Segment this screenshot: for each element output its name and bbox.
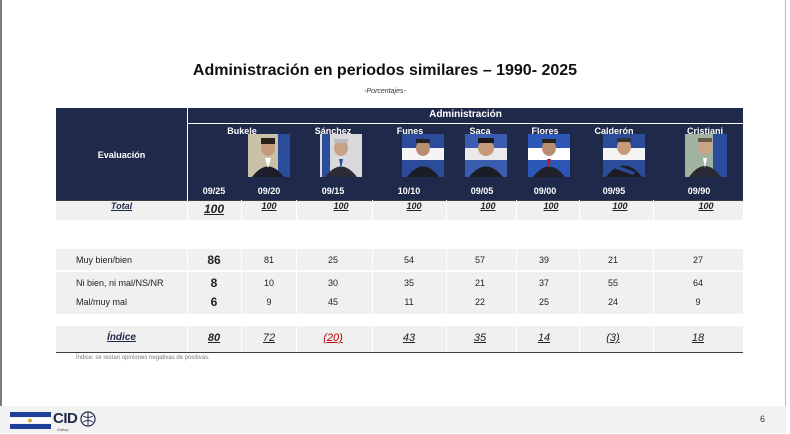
mal-cell: 9 (695, 297, 701, 307)
muy-bien-cell: 39 (538, 255, 549, 265)
mal-cell: 6 (210, 295, 218, 309)
cid-logo-subtext: Gallup (57, 427, 69, 432)
president-name-calderon: Calderón (594, 126, 634, 136)
page-number: 6 (760, 414, 766, 424)
col-sep-7 (579, 200, 580, 352)
row-label-mal: Mal/muy mal (76, 297, 128, 307)
portrait-cristiani (685, 134, 727, 177)
total-cell: 100 (612, 201, 628, 211)
total-cell: 100 (261, 201, 277, 211)
president-name-saca: Saca (469, 126, 491, 136)
portrait-bukele (248, 134, 290, 177)
row-bg-muy-bien (56, 249, 743, 270)
period-cristiani: 09/90 (687, 186, 711, 196)
slide-subtitle: -Porcentajes- (364, 88, 406, 95)
row-bg-mal (56, 293, 743, 314)
period-funes: 10/10 (397, 186, 421, 196)
portrait-calderon (603, 134, 645, 177)
indice-cell: 72 (262, 332, 276, 344)
ni-bien-cell: 21 (474, 278, 485, 288)
row-bg-indice (56, 326, 743, 352)
mal-cell: 25 (538, 297, 549, 307)
portrait-saca (465, 134, 507, 177)
portrait-sanchez (320, 134, 362, 177)
col-sep-4 (372, 200, 373, 352)
row-label-ni-bien: Ni bien, ni mal/NS/NR (76, 278, 164, 288)
president-name-flores: Flores (531, 126, 559, 136)
mal-cell: 22 (474, 297, 485, 307)
ni-bien-cell: 30 (327, 278, 338, 288)
col-sep-6 (516, 200, 517, 352)
mal-cell: 24 (607, 297, 618, 307)
president-name-sanchez: Sánchez (314, 126, 352, 136)
col-sep-2 (241, 200, 242, 352)
period-saca: 09/05 (470, 186, 494, 196)
indice-cell: 18 (691, 332, 705, 344)
header-administracion: Administración (429, 109, 502, 120)
muy-bien-cell: 21 (607, 255, 618, 265)
muy-bien-cell: 57 (474, 255, 485, 265)
slide-footer (0, 406, 786, 433)
muy-bien-cell: 54 (403, 255, 414, 265)
total-cell: 100 (698, 201, 714, 211)
ni-bien-cell: 8 (210, 276, 218, 290)
portrait-funes (402, 134, 444, 177)
indice-cell-negative: (20) (323, 332, 343, 344)
col-sep-3 (296, 200, 297, 352)
row-bg-total (56, 200, 743, 220)
muy-bien-cell: 86 (207, 253, 221, 267)
period-calderon: 09/95 (602, 186, 626, 196)
ni-bien-cell: 64 (692, 278, 703, 288)
period-flores: 09/00 (533, 186, 557, 196)
ni-bien-cell: 35 (403, 278, 414, 288)
period-bukele-2025: 09/25 (202, 186, 226, 196)
mal-cell: 45 (327, 297, 338, 307)
row-label-total: Total (110, 201, 133, 211)
total-cell: 100 (543, 201, 559, 211)
el-salvador-flag-icon (10, 412, 51, 429)
total-top-rule (56, 200, 743, 201)
indice-cell: 35 (473, 332, 487, 344)
slide-left-border (0, 0, 2, 433)
period-sanchez: 09/15 (321, 186, 345, 196)
president-name-cristiani: Cristiani (686, 126, 723, 136)
col-sep-5 (446, 200, 447, 352)
footnote: Índice: se restan opiniones negativas de… (76, 355, 210, 361)
slide-right-border (785, 0, 786, 433)
indice-cell: (3) (606, 332, 620, 344)
indice-cell: 43 (402, 332, 416, 344)
total-cell: 100 (480, 201, 496, 211)
header-evaluacion: Evaluación (97, 150, 146, 160)
muy-bien-cell: 81 (263, 255, 274, 265)
row-label-muy-bien: Muy bien/bien (76, 255, 133, 265)
cid-logo-text: CID (53, 410, 78, 427)
ni-bien-cell: 10 (263, 278, 274, 288)
mal-cell: 9 (266, 297, 272, 307)
total-cell: 100 (203, 202, 225, 216)
ni-bien-cell: 37 (538, 278, 549, 288)
indice-bottom-rule (56, 352, 743, 353)
globe-icon (80, 411, 96, 427)
header-divider (187, 108, 188, 200)
muy-bien-cell: 25 (327, 255, 338, 265)
header-separator (188, 123, 743, 124)
slide-title: Administración en periodos similares – 1… (192, 62, 578, 79)
president-name-funes: Funes (396, 126, 424, 136)
col-sep-8 (653, 200, 654, 352)
col-sep-1 (187, 200, 188, 352)
ni-bien-cell: 55 (607, 278, 618, 288)
total-cell: 100 (333, 201, 349, 211)
total-cell: 100 (406, 201, 422, 211)
row-bg-ni-bien (56, 272, 743, 293)
indice-cell: 80 (207, 332, 221, 344)
mal-cell: 11 (404, 297, 414, 307)
president-name-bukele: Bukele (227, 126, 257, 136)
row-label-indice: Índice (107, 332, 136, 343)
period-bukele-2020: 09/20 (257, 186, 281, 196)
indice-cell: 14 (537, 332, 551, 344)
muy-bien-cell: 27 (692, 255, 703, 265)
portrait-flores (528, 134, 570, 177)
